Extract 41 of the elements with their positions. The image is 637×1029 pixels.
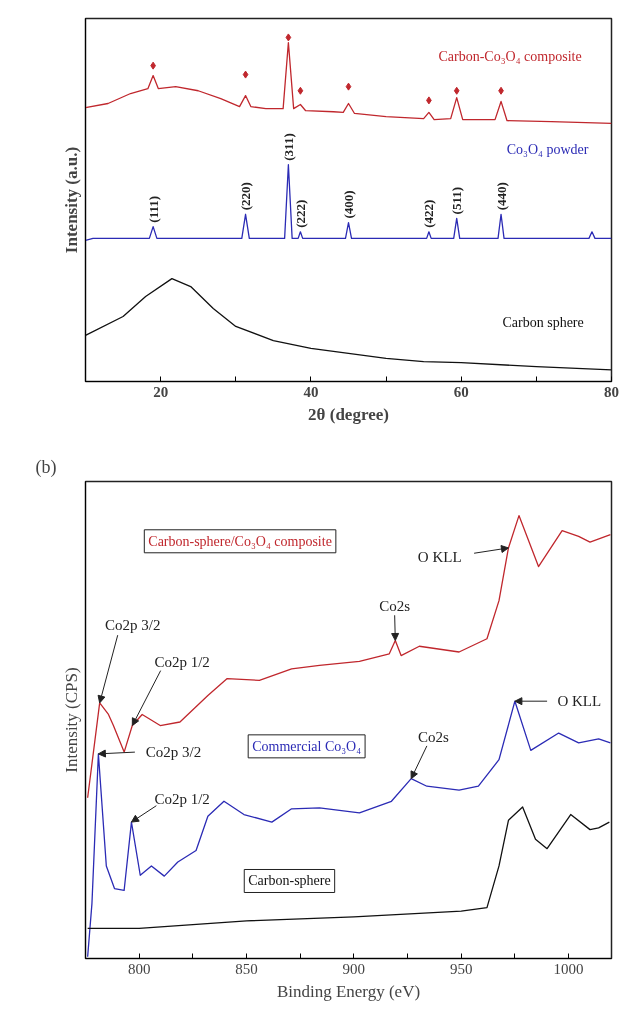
y-axis-title: Intensity (CPS)	[61, 667, 81, 773]
text: Carbon-Co₃O₄ composite	[438, 48, 582, 64]
x-tick-label: 800	[127, 960, 151, 977]
annotation: (422)	[421, 199, 437, 228]
text: Carbon sphere	[502, 315, 584, 331]
annotation: (111)	[145, 195, 161, 223]
annotation: Co2p 1/2	[154, 790, 210, 807]
text: Carbon-sphere	[248, 873, 331, 889]
annotation: Co2s	[417, 729, 449, 746]
annotation: (220)	[238, 182, 254, 211]
point	[242, 70, 249, 79]
point	[297, 86, 304, 95]
text: Co₃O₄ powder	[506, 141, 589, 157]
annotation: (511)	[449, 186, 465, 215]
x-tick-label: 850	[235, 960, 258, 977]
text: Carbon-sphere/Co₃O₄ composite	[148, 533, 332, 549]
text: (b)	[35, 456, 57, 478]
x-tick-label: 80	[604, 383, 619, 400]
annotation: Co2p 1/2	[154, 654, 210, 671]
annotation: O KLL	[557, 693, 602, 710]
annotation: (440)	[493, 182, 509, 211]
point	[453, 86, 460, 95]
annotation: (311)	[280, 133, 296, 161]
annotation: Co2p 3/2	[105, 616, 161, 633]
x-tick-label: 900	[342, 960, 366, 977]
point	[285, 33, 292, 42]
annotation: (400)	[341, 190, 356, 219]
annotation: Co2s	[379, 598, 411, 615]
annotation: (222)	[292, 199, 308, 228]
annotation: O KLL	[417, 549, 462, 566]
x-tick-label: 20	[153, 383, 169, 400]
x-axis-title: Binding Energy (eV)	[276, 981, 421, 1001]
text: Commercial Co₃O₄	[252, 738, 362, 754]
x-tick-label: 40	[303, 383, 319, 400]
annotation: Co2p 3/2	[145, 744, 202, 761]
point	[345, 82, 352, 91]
x-tick-label: 60	[453, 383, 469, 400]
x-axis-title: 2θ (degree)	[308, 404, 389, 424]
x-tick-label: 950	[449, 960, 473, 977]
y-axis-title: Intensity (a.u.)	[61, 146, 81, 254]
x-tick-label: 1000	[553, 960, 584, 977]
